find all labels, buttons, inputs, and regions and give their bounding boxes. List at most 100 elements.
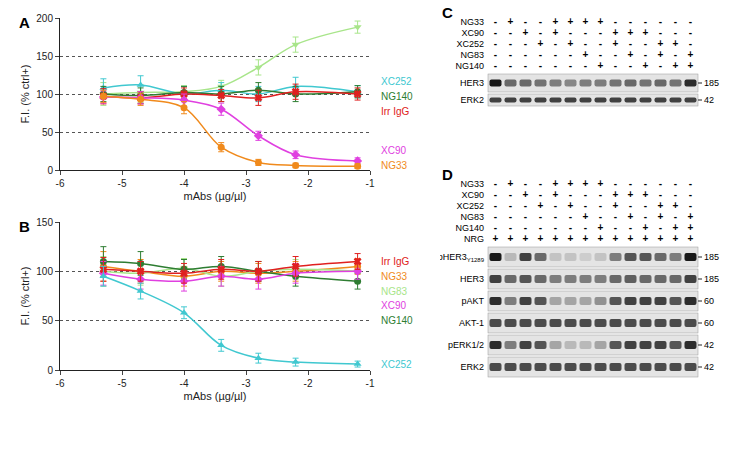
svg-text:-: - [644, 38, 647, 49]
svg-text:+: + [673, 222, 679, 233]
svg-text:+: + [553, 27, 559, 38]
svg-text:+: + [523, 27, 529, 38]
svg-text:-: - [524, 49, 527, 60]
svg-text:NG83: NG83 [460, 212, 484, 222]
svg-text:-: - [494, 222, 497, 233]
svg-text:-: - [689, 189, 692, 200]
svg-text:XC90: XC90 [461, 190, 484, 200]
svg-text:0: 0 [47, 365, 53, 376]
svg-text:-1: -1 [366, 378, 375, 389]
svg-text:-: - [494, 189, 497, 200]
svg-text:42: 42 [704, 362, 714, 372]
svg-text:-: - [629, 222, 632, 233]
svg-text:-: - [599, 49, 602, 60]
svg-text:-: - [494, 27, 497, 38]
svg-text:-: - [689, 38, 692, 49]
svg-text:+: + [508, 233, 514, 244]
svg-text:XC90: XC90 [381, 300, 406, 311]
svg-text:+: + [673, 38, 679, 49]
svg-text:+: + [688, 49, 694, 60]
svg-text:NG33: NG33 [460, 17, 484, 27]
svg-text:+: + [643, 60, 649, 71]
svg-text:-: - [509, 38, 512, 49]
svg-text:-: - [584, 27, 587, 38]
svg-text:XC252: XC252 [456, 201, 484, 211]
svg-text:+: + [493, 233, 499, 244]
svg-text:-3: -3 [242, 378, 251, 389]
svg-text:pERK1/2: pERK1/2 [448, 340, 484, 350]
svg-text:185: 185 [704, 252, 719, 262]
svg-text:-3: -3 [242, 178, 251, 189]
svg-text:42: 42 [704, 340, 714, 350]
svg-text:-: - [659, 60, 662, 71]
svg-text:-: - [569, 27, 572, 38]
svg-text:+: + [643, 222, 649, 233]
svg-text:HER3: HER3 [460, 274, 484, 284]
svg-text:XC252: XC252 [381, 359, 412, 370]
svg-text:50: 50 [42, 127, 54, 138]
svg-text:+: + [658, 200, 664, 211]
svg-text:+: + [538, 233, 544, 244]
svg-text:-: - [554, 200, 557, 211]
svg-text:F.I. (% ctrl+): F.I. (% ctrl+) [19, 267, 31, 326]
svg-text:-: - [644, 211, 647, 222]
svg-text:-: - [629, 38, 632, 49]
svg-text:-: - [629, 200, 632, 211]
svg-text:-: - [644, 178, 647, 189]
svg-text:AKT-1: AKT-1 [459, 318, 484, 328]
svg-text:-: - [524, 60, 527, 71]
svg-text:-6: -6 [56, 178, 65, 189]
svg-text:-: - [599, 211, 602, 222]
svg-text:185: 185 [704, 78, 719, 88]
svg-text:XC90: XC90 [381, 145, 406, 156]
svg-text:mAbs (µg/µl): mAbs (µg/µl) [184, 190, 247, 202]
svg-text:-: - [614, 16, 617, 27]
svg-text:NG83: NG83 [460, 50, 484, 60]
svg-text:+: + [583, 16, 589, 27]
svg-text:XC252: XC252 [381, 76, 412, 87]
svg-text:-: - [644, 49, 647, 60]
svg-text:-: - [539, 27, 542, 38]
svg-text:-: - [659, 27, 662, 38]
svg-text:+: + [658, 233, 664, 244]
svg-text:NG140: NG140 [381, 91, 413, 102]
svg-text:+: + [583, 211, 589, 222]
svg-text:-: - [524, 200, 527, 211]
svg-text:+: + [628, 189, 634, 200]
svg-text:-: - [494, 211, 497, 222]
svg-text:+: + [553, 189, 559, 200]
svg-text:+: + [598, 178, 604, 189]
svg-text:+: + [568, 178, 574, 189]
svg-text:-6: -6 [56, 378, 65, 389]
svg-text:+: + [568, 16, 574, 27]
svg-text:-: - [554, 49, 557, 60]
svg-text:-: - [494, 49, 497, 60]
svg-text:-: - [569, 189, 572, 200]
svg-text:-: - [524, 222, 527, 233]
svg-text:-: - [509, 211, 512, 222]
svg-text:-: - [524, 211, 527, 222]
svg-text:-: - [614, 211, 617, 222]
svg-text:-: - [539, 222, 542, 233]
svg-text:100: 100 [36, 266, 53, 277]
svg-text:-: - [584, 200, 587, 211]
svg-text:0: 0 [47, 165, 53, 176]
svg-text:-: - [659, 222, 662, 233]
svg-text:NG83: NG83 [381, 286, 408, 297]
svg-text:+: + [658, 49, 664, 60]
svg-text:-: - [524, 16, 527, 27]
svg-text:42: 42 [704, 95, 714, 105]
svg-text:-: - [689, 16, 692, 27]
svg-text:+: + [688, 222, 694, 233]
svg-text:XC252: XC252 [456, 39, 484, 49]
svg-text:50: 50 [42, 315, 54, 326]
svg-text:+: + [538, 200, 544, 211]
svg-text:+: + [523, 233, 529, 244]
svg-text:-: - [689, 178, 692, 189]
svg-text:-: - [509, 189, 512, 200]
svg-text:-: - [674, 16, 677, 27]
svg-text:-: - [629, 178, 632, 189]
svg-text:-: - [614, 60, 617, 71]
svg-text:pAKT: pAKT [461, 296, 484, 306]
svg-text:-: - [674, 178, 677, 189]
